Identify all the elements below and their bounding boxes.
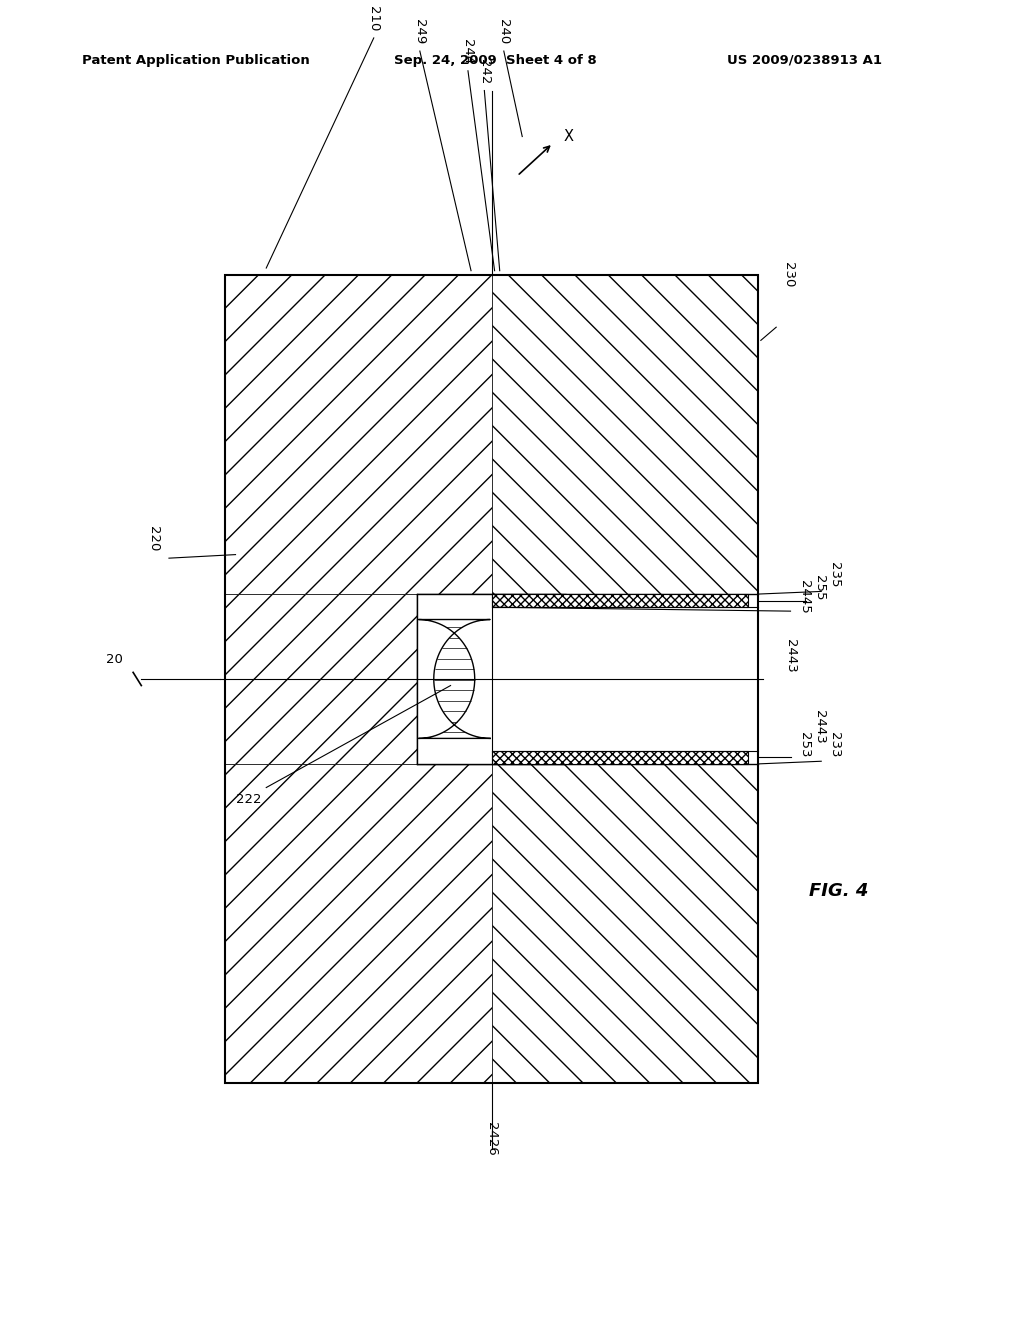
Text: X: X [563, 129, 573, 144]
Text: 222: 222 [236, 793, 261, 805]
Bar [225, 275, 492, 594]
Bar [417, 594, 566, 764]
Text: FIG. 4: FIG. 4 [809, 882, 868, 900]
Bar [225, 594, 492, 764]
Bar [492, 594, 748, 607]
Text: Sep. 24, 2009  Sheet 4 of 8: Sep. 24, 2009 Sheet 4 of 8 [394, 54, 597, 67]
Text: 2445: 2445 [799, 579, 811, 614]
Bar [492, 678, 758, 764]
Text: 220: 220 [147, 527, 160, 552]
Text: 242: 242 [478, 58, 490, 84]
Bar [492, 751, 748, 764]
Text: 253: 253 [799, 731, 811, 758]
Text: 2443: 2443 [784, 639, 797, 672]
Text: 2426: 2426 [485, 1122, 498, 1155]
Bar [225, 275, 758, 1084]
Bar [492, 764, 758, 1084]
Bar [417, 594, 758, 764]
Bar [225, 764, 492, 1084]
Text: 244: 244 [462, 40, 474, 65]
Bar [492, 275, 758, 594]
Text: 230: 230 [782, 263, 795, 288]
Bar [566, 594, 585, 764]
Text: 20: 20 [106, 652, 123, 665]
Text: 2443: 2443 [813, 710, 825, 744]
Text: 249: 249 [414, 20, 426, 45]
Text: 210: 210 [368, 7, 380, 32]
Text: 255: 255 [813, 576, 825, 601]
Polygon shape [419, 619, 490, 738]
Bar [492, 594, 758, 678]
Text: US 2009/0238913 A1: US 2009/0238913 A1 [727, 54, 882, 67]
Text: 240: 240 [498, 20, 510, 45]
Text: Patent Application Publication: Patent Application Publication [82, 54, 309, 67]
Text: 235: 235 [828, 562, 841, 587]
Text: 233: 233 [828, 731, 841, 758]
